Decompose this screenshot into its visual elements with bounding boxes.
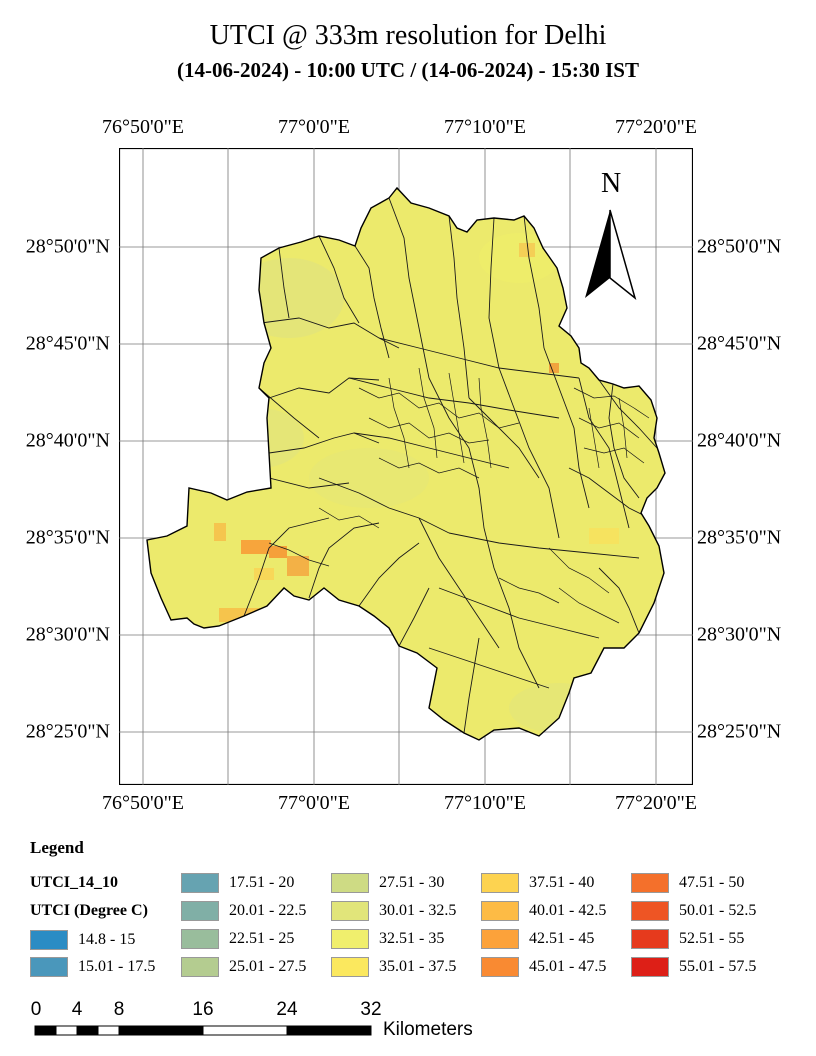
longitude-label-bottom: 76°50'0"E <box>102 792 184 815</box>
legend-item: 27.51 - 30 <box>331 871 444 895</box>
scale-bar-unit: Kilometers <box>383 1019 473 1041</box>
legend-swatch <box>481 957 519 977</box>
legend-label: 52.51 - 55 <box>679 930 744 948</box>
latitude-label-left: 28°45'0"N <box>26 333 110 356</box>
legend-swatch <box>30 930 68 950</box>
legend-swatch <box>181 901 219 921</box>
legend-item: 47.51 - 50 <box>631 871 744 895</box>
scale-bar <box>34 1024 376 1038</box>
legend-swatch <box>181 957 219 977</box>
legend-field-name: UTCI (Degree C) <box>30 902 148 920</box>
legend-label: 37.51 - 40 <box>529 874 594 892</box>
legend-item: 32.51 - 35 <box>331 927 444 951</box>
latitude-label-left: 28°50'0"N <box>26 236 110 259</box>
longitude-label-top: 77°20'0"E <box>615 116 697 139</box>
legend-label: 17.51 - 20 <box>229 874 294 892</box>
longitude-label-bottom: 77°20'0"E <box>615 792 697 815</box>
latitude-label-right: 28°40'0"N <box>697 430 781 453</box>
legend-item: 15.01 - 17.5 <box>30 955 155 979</box>
longitude-label-top: 76°50'0"E <box>102 116 184 139</box>
legend-layer-name: UTCI_14_10 <box>30 874 118 892</box>
map-frame <box>119 148 693 785</box>
legend-swatch <box>331 873 369 893</box>
legend-label: 45.01 - 47.5 <box>529 958 606 976</box>
longitude-label-bottom: 77°0'0"E <box>278 792 350 815</box>
legend-swatch <box>631 873 669 893</box>
latitude-label-right: 28°50'0"N <box>697 236 781 259</box>
longitude-label-top: 77°10'0"E <box>444 116 526 139</box>
latitude-label-left: 28°40'0"N <box>26 430 110 453</box>
legend-swatch <box>331 901 369 921</box>
longitude-label-top: 77°0'0"E <box>278 116 350 139</box>
legend-item: 40.01 - 42.5 <box>481 899 606 923</box>
latitude-label-left: 28°35'0"N <box>26 527 110 550</box>
legend-label: 15.01 - 17.5 <box>78 958 155 976</box>
legend-item: 42.51 - 45 <box>481 927 594 951</box>
latitude-label-right: 28°30'0"N <box>697 624 781 647</box>
legend-label: 35.01 - 37.5 <box>379 958 456 976</box>
legend-item: 25.01 - 27.5 <box>181 955 306 979</box>
legend-swatch <box>181 873 219 893</box>
legend-swatch <box>181 929 219 949</box>
legend-item: 52.51 - 55 <box>631 927 744 951</box>
legend-swatch <box>481 901 519 921</box>
legend-item: 17.51 - 20 <box>181 871 294 895</box>
legend-label: 32.51 - 35 <box>379 930 444 948</box>
longitude-label-bottom: 77°10'0"E <box>444 792 526 815</box>
legend-swatch <box>631 901 669 921</box>
map-title: UTCI @ 333m resolution for Delhi <box>0 20 816 52</box>
legend-label: 14.8 - 15 <box>78 931 135 949</box>
legend-swatch <box>30 957 68 977</box>
legend-item: 50.01 - 52.5 <box>631 899 756 923</box>
legend-label: 47.51 - 50 <box>679 874 744 892</box>
legend-label: 40.01 - 42.5 <box>529 902 606 920</box>
legend-item: 14.8 - 15 <box>30 928 135 952</box>
legend-swatch <box>631 929 669 949</box>
legend-label: 20.01 - 22.5 <box>229 902 306 920</box>
latitude-label-left: 28°30'0"N <box>26 624 110 647</box>
legend-swatch <box>331 957 369 977</box>
legend-label: 55.01 - 57.5 <box>679 958 756 976</box>
legend-label: 27.51 - 30 <box>379 874 444 892</box>
legend-label: 22.51 - 25 <box>229 930 294 948</box>
latitude-label-right: 28°25'0"N <box>697 721 781 744</box>
legend-label: 30.01 - 32.5 <box>379 902 456 920</box>
legend-swatch <box>631 957 669 977</box>
scale-bar-label: 16 <box>192 999 213 1021</box>
legend-item: 30.01 - 32.5 <box>331 899 456 923</box>
north-arrow-label: N <box>601 168 621 200</box>
legend-item: 37.51 - 40 <box>481 871 594 895</box>
legend-label: 25.01 - 27.5 <box>229 958 306 976</box>
legend-item: 55.01 - 57.5 <box>631 955 756 979</box>
legend-swatch <box>481 873 519 893</box>
scale-bar-label: 24 <box>276 999 297 1021</box>
scale-bar-label: 4 <box>72 999 83 1021</box>
legend-item: 20.01 - 22.5 <box>181 899 306 923</box>
legend-label: 42.51 - 45 <box>529 930 594 948</box>
scale-bar-label: 0 <box>31 999 42 1021</box>
legend-title: Legend <box>30 838 84 858</box>
legend-item: 45.01 - 47.5 <box>481 955 606 979</box>
latitude-label-right: 28°35'0"N <box>697 527 781 550</box>
legend-item: 22.51 - 25 <box>181 927 294 951</box>
scale-bar-label: 32 <box>360 999 381 1021</box>
scale-bar-label: 8 <box>114 999 125 1021</box>
legend-item: 35.01 - 37.5 <box>331 955 456 979</box>
legend-swatch <box>481 929 519 949</box>
latitude-label-left: 28°25'0"N <box>26 721 110 744</box>
map-subtitle: (14-06-2024) - 10:00 UTC / (14-06-2024) … <box>0 58 816 83</box>
latitude-label-right: 28°45'0"N <box>697 333 781 356</box>
legend-label: 50.01 - 52.5 <box>679 902 756 920</box>
legend-swatch <box>331 929 369 949</box>
